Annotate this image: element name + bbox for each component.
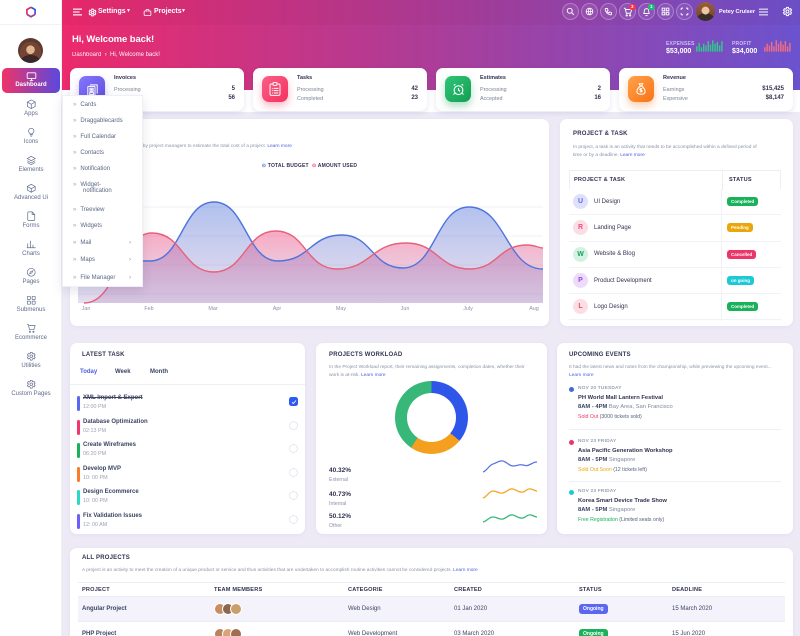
svg-text:Jan: Jan (82, 306, 91, 312)
svg-text:July: July (463, 306, 473, 312)
svg-text:Jun: Jun (401, 306, 410, 312)
svg-text:Aug: Aug (529, 306, 539, 312)
svg-text:Apr: Apr (273, 306, 282, 312)
svg-text:Feb: Feb (144, 306, 153, 312)
svg-text:Mar: Mar (208, 306, 217, 312)
svg-text:May: May (336, 306, 346, 312)
